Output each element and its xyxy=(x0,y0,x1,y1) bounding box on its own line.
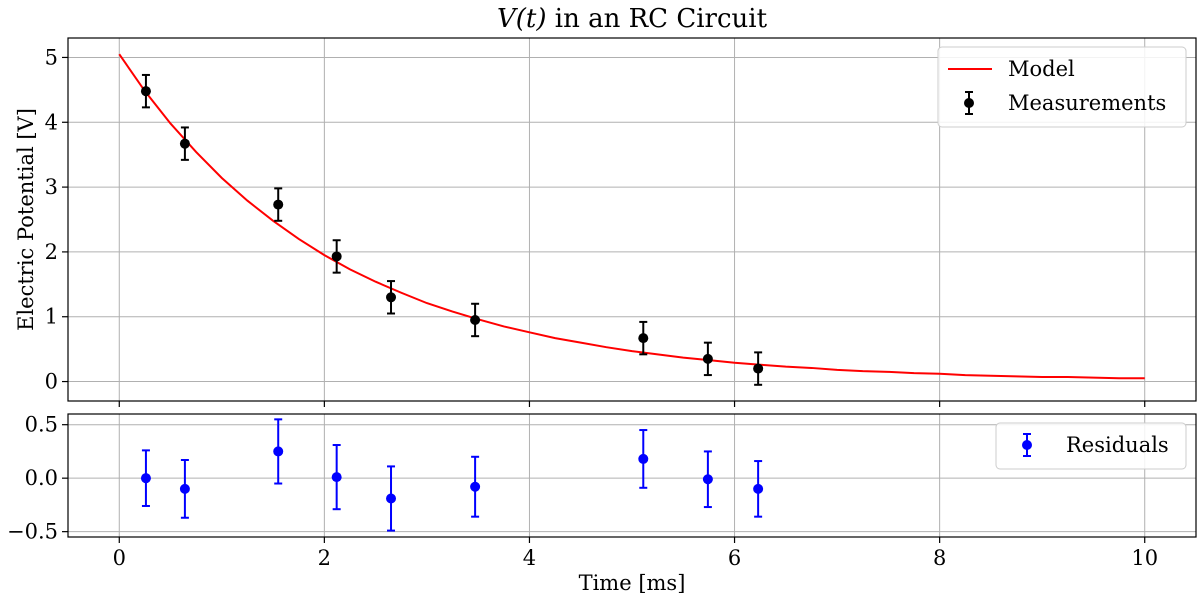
data-point xyxy=(470,302,481,338)
legend-handle-marker xyxy=(1022,440,1032,450)
legend-box xyxy=(937,46,1187,128)
marker xyxy=(753,363,764,374)
x-tick-label: 10 xyxy=(1131,546,1158,570)
marker xyxy=(179,138,190,149)
marker xyxy=(702,474,713,485)
chart-title: V(t) in an RC Circuit xyxy=(497,4,768,34)
data-point xyxy=(702,341,713,377)
y-tick-label: 4 xyxy=(45,110,58,134)
data-point xyxy=(179,126,190,161)
data-point xyxy=(273,187,284,222)
y-tick-label: 1 xyxy=(45,305,58,329)
data-point xyxy=(140,73,151,109)
main-plot: 0 1 2 3 4 5 Model Measurements xyxy=(45,37,1197,407)
x-tick-label: 2 xyxy=(318,546,331,570)
marker xyxy=(386,292,397,303)
legend-label: Residuals xyxy=(1066,433,1169,457)
chart-title-rest: in an RC Circuit xyxy=(546,4,767,34)
marker xyxy=(273,199,284,210)
residual-plot: 0 2 4 6 8 10 −0.5 0.0 0.5 Residuals xyxy=(7,413,1197,570)
legend-handle-marker xyxy=(964,98,974,108)
data-point xyxy=(638,429,649,489)
marker xyxy=(753,483,764,494)
x-tick-label: 4 xyxy=(523,546,536,570)
data-point xyxy=(140,449,151,507)
data-point xyxy=(331,239,342,274)
marker xyxy=(140,473,151,484)
marker xyxy=(140,86,151,97)
y-tick-label: 0.0 xyxy=(25,466,58,490)
legend-box xyxy=(995,422,1187,470)
y-tick-label: 5 xyxy=(45,45,58,69)
data-point xyxy=(273,418,284,485)
marker xyxy=(179,483,190,494)
marker xyxy=(470,314,481,325)
data-point xyxy=(638,320,649,356)
data-point xyxy=(470,455,481,518)
data-point xyxy=(386,280,397,315)
legend-label: Model xyxy=(1008,57,1075,81)
y-tick-label: −0.5 xyxy=(7,520,58,544)
data-point xyxy=(702,450,713,509)
plot-frame xyxy=(67,37,1197,402)
marker xyxy=(273,446,284,457)
legend: Residuals xyxy=(995,422,1187,470)
marker xyxy=(638,333,649,344)
marker xyxy=(702,353,713,364)
data-point xyxy=(179,458,190,519)
marker xyxy=(638,453,649,464)
y-axis-label: Electric Potential [V] xyxy=(14,108,38,331)
x-tick-label: 8 xyxy=(933,546,946,570)
marker xyxy=(331,472,342,483)
x-axis-label: Time [ms] xyxy=(579,571,686,595)
plot-frame xyxy=(67,413,1197,538)
marker xyxy=(331,251,342,262)
legend-label: Measurements xyxy=(1008,91,1166,115)
data-point xyxy=(753,460,764,518)
data-point xyxy=(753,351,764,386)
y-tick-label: 0 xyxy=(45,370,58,394)
marker xyxy=(386,493,397,504)
y-tick-label: 0.5 xyxy=(25,413,58,437)
chart-title-variable: V(t) xyxy=(497,4,547,34)
marker xyxy=(470,481,481,492)
legend: Model Measurements xyxy=(937,46,1187,128)
y-tick-label: 3 xyxy=(45,175,58,199)
series-line-model xyxy=(118,53,1145,380)
data-point xyxy=(386,465,397,532)
y-tick-label: 2 xyxy=(45,240,58,264)
x-tick-label: 6 xyxy=(728,546,741,570)
x-tick-label: 0 xyxy=(113,546,126,570)
data-point xyxy=(331,444,342,511)
